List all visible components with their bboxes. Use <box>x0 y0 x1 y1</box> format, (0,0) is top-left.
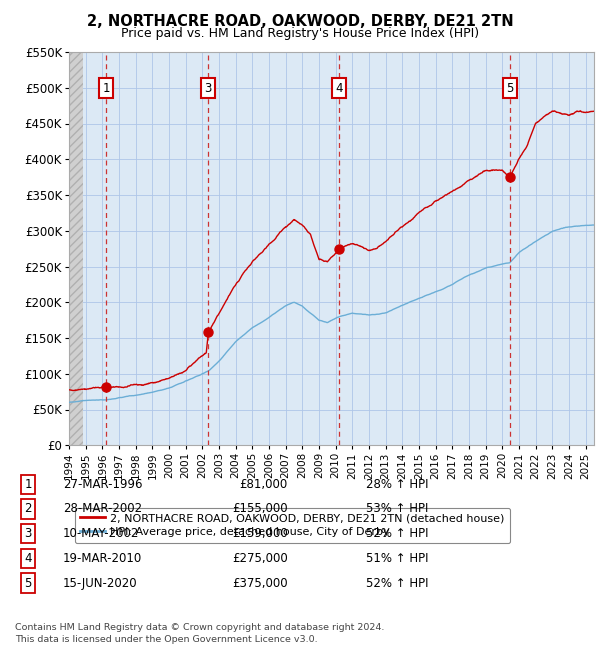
Text: 10-MAY-2002: 10-MAY-2002 <box>63 527 139 540</box>
Text: 51% ↑ HPI: 51% ↑ HPI <box>366 552 428 565</box>
Text: 4: 4 <box>25 552 32 565</box>
Text: £159,000: £159,000 <box>232 527 288 540</box>
Text: 3: 3 <box>25 527 32 540</box>
Legend: 2, NORTHACRE ROAD, OAKWOOD, DERBY, DE21 2TN (detached house), HPI: Average price: 2, NORTHACRE ROAD, OAKWOOD, DERBY, DE21 … <box>74 508 510 543</box>
Text: 1: 1 <box>103 82 110 95</box>
Text: £375,000: £375,000 <box>232 577 288 590</box>
Text: This data is licensed under the Open Government Licence v3.0.: This data is licensed under the Open Gov… <box>15 634 317 644</box>
Text: Contains HM Land Registry data © Crown copyright and database right 2024.: Contains HM Land Registry data © Crown c… <box>15 623 385 632</box>
Text: 15-JUN-2020: 15-JUN-2020 <box>63 577 137 590</box>
Text: 19-MAR-2010: 19-MAR-2010 <box>63 552 142 565</box>
Text: £81,000: £81,000 <box>240 478 288 491</box>
Text: 52% ↑ HPI: 52% ↑ HPI <box>366 527 428 540</box>
Text: 1: 1 <box>25 478 32 491</box>
Text: 5: 5 <box>506 82 514 95</box>
Text: 5: 5 <box>25 577 32 590</box>
Text: £275,000: £275,000 <box>232 552 288 565</box>
Text: Price paid vs. HM Land Registry's House Price Index (HPI): Price paid vs. HM Land Registry's House … <box>121 27 479 40</box>
Text: £155,000: £155,000 <box>232 502 288 515</box>
Text: 28-MAR-2002: 28-MAR-2002 <box>63 502 142 515</box>
Text: 4: 4 <box>335 82 343 95</box>
Text: 3: 3 <box>205 82 212 95</box>
Text: 52% ↑ HPI: 52% ↑ HPI <box>366 577 428 590</box>
Text: 28% ↑ HPI: 28% ↑ HPI <box>366 478 428 491</box>
Text: 53% ↑ HPI: 53% ↑ HPI <box>366 502 428 515</box>
Text: 27-MAR-1996: 27-MAR-1996 <box>63 478 143 491</box>
Text: 2, NORTHACRE ROAD, OAKWOOD, DERBY, DE21 2TN: 2, NORTHACRE ROAD, OAKWOOD, DERBY, DE21 … <box>86 14 514 29</box>
Text: 2: 2 <box>25 502 32 515</box>
